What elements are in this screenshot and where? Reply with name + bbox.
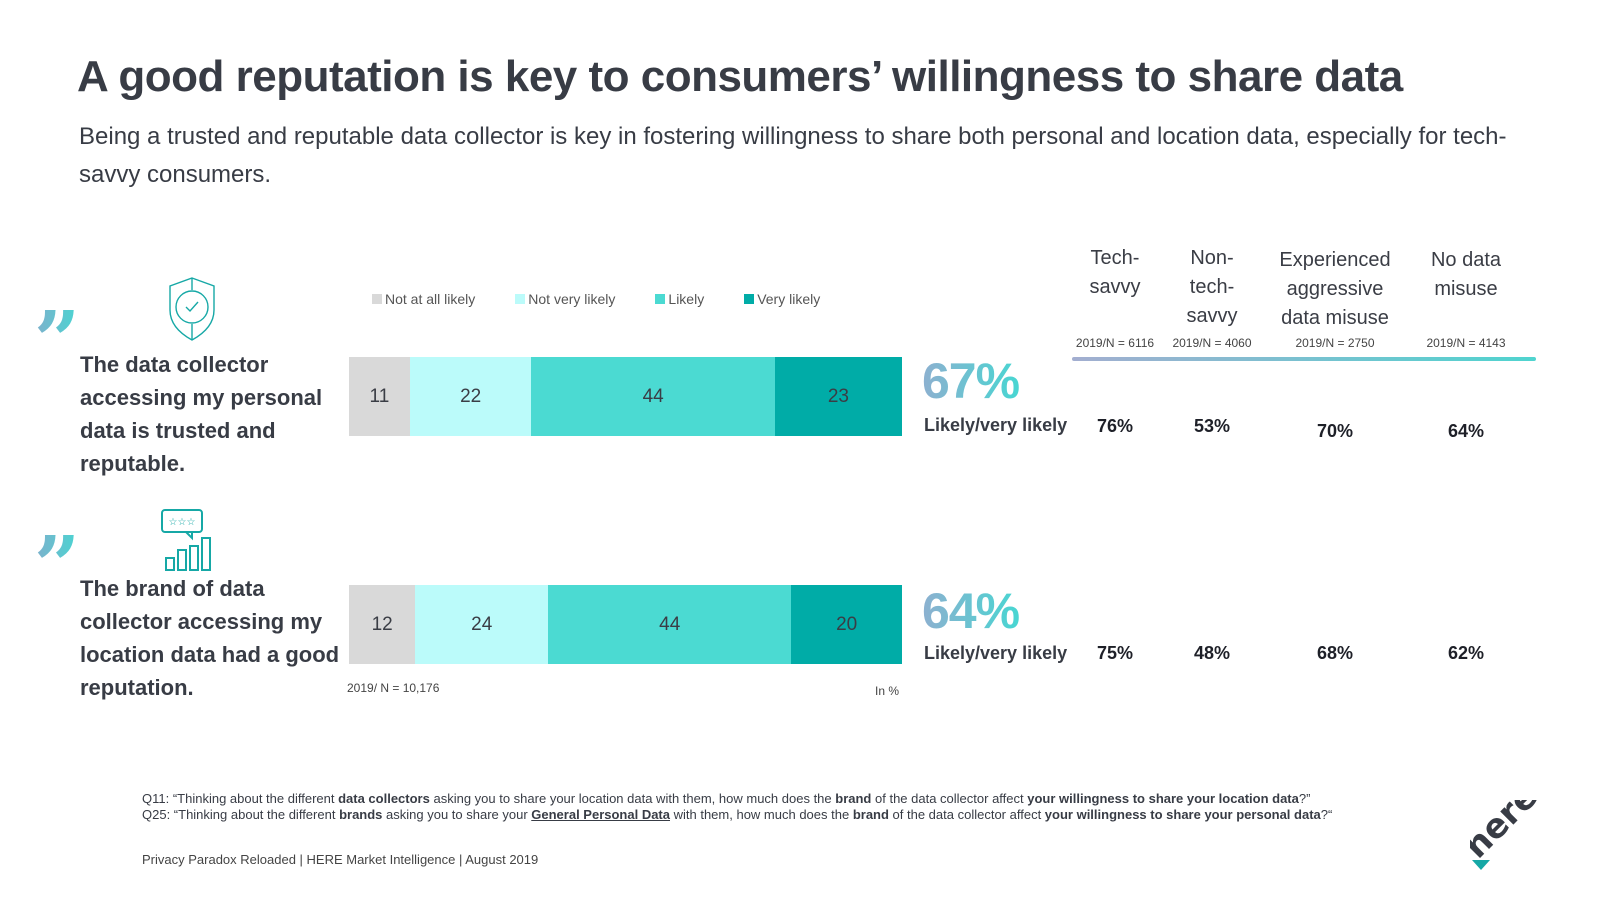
bar-value-label: 12 [371,613,393,635]
bar-value-label: 22 [460,385,482,407]
likely-label-2: Likely/very likely [924,643,1068,663]
quote-icon: ” [34,293,81,387]
segment-sample: 2019/N = 6116 [1075,336,1155,350]
segment-header: Tech-savvy [1070,244,1160,302]
fn-text: ?” [1298,791,1311,806]
bar-value-label: 23 [827,385,849,407]
segment-sample: 2019/N = 2750 [1295,336,1375,350]
segment-header: Non-tech-savvy [1167,244,1257,331]
segment-header: Experienced aggressive data misuse [1265,246,1405,333]
bar-segment-not-very-likely: 24 [415,585,549,664]
fn-underline: General Personal Data [531,807,670,822]
page-subtitle: Being a trusted and reputable data colle… [79,123,1507,188]
fn-text: asking you to share your [382,807,532,822]
legend-label: Likely [668,291,705,307]
statement-1: The data collector accessing my personal… [80,352,323,476]
bar-segment-not-very-likely: 22 [409,357,532,436]
fn-bold: brand [835,791,872,806]
rating-chart-icon: ☆☆☆ [160,508,216,572]
fn-text: ?“ [1320,807,1333,822]
fn-text: with them, how much does the [670,807,853,822]
segment-value: 76% [1096,416,1134,436]
segment-header-line: tech- [1189,276,1235,298]
segment-header-line: aggressive [1286,278,1384,300]
total-likely-1: 67% [922,353,1020,409]
segment-value: 53% [1193,416,1231,436]
fn-text: asking you to share your location data w… [429,791,836,806]
segment-value: 68% [1316,643,1354,663]
likely-label-1: Likely/very likely [924,415,1068,435]
legend-swatch [744,294,755,304]
segment-sample: 2019/N = 4060 [1172,336,1252,350]
segment-header-line: Experienced [1279,249,1391,271]
bar-value-label: 24 [471,613,493,635]
segment-header-line: misuse [1434,278,1498,300]
bar-segment-very-likely: 20 [791,585,902,664]
footnote-q11: Q11: “Thinking about the different data … [142,791,1310,806]
bar-value-label: 11 [369,385,390,407]
footnote-q25: Q25: “Thinking about the different brand… [142,807,1332,822]
segment-value: 75% [1096,643,1134,663]
bar-row-1: 11 22 44 23 [349,357,902,436]
fn-text: Q11: “Thinking about the different [142,791,339,806]
shield-check-icon [164,276,220,342]
legend-swatch [372,294,382,304]
fn-text: of the data collector affect [871,791,1028,806]
segment-header-line: savvy [1186,305,1238,327]
legend-swatch [515,294,526,304]
bar-segment-not-at-all-likely: 11 [349,357,410,436]
bar-segment-not-at-all-likely: 12 [349,585,416,664]
segment-value: 70% [1316,421,1354,441]
sample-note: 2019/ N = 10,176 [347,681,440,695]
legend-item: Not at all likely [372,291,475,307]
legend-item: Not very likely [515,291,615,307]
legend-swatch [655,294,666,304]
bar-segment-likely: 44 [548,585,792,664]
legend-label: Very likely [757,291,821,307]
segment-header-line: Non- [1190,247,1234,269]
segment-header-line: savvy [1089,276,1141,298]
bar-value-label: 44 [642,385,664,407]
fn-bold: your willingness to share your personal … [1044,807,1321,822]
segment-header-line: Tech- [1090,247,1140,269]
segment-divider [1072,357,1536,361]
segment-header-line: No data [1430,249,1502,271]
legend-item: Very likely [744,291,820,307]
bar-value-label: 20 [836,613,858,635]
bar-segment-very-likely: 23 [774,357,902,436]
quote-icon: ” [34,518,81,612]
legend-label: Not at all likely [385,291,476,307]
total-likely-2: 64% [922,583,1020,639]
statement-2: The brand of data collector accessing my… [80,576,340,700]
svg-text:☆☆☆: ☆☆☆ [169,517,196,528]
segment-value: 64% [1447,421,1485,441]
page-title: A good reputation is key to consumers’ w… [77,52,1403,101]
legend-item: Likely [655,291,704,307]
bar-value-label: 44 [659,613,681,635]
fn-bold: brand [852,807,889,822]
chart-legend: Not at all likely Not very likely Likely Ve… [372,291,820,307]
legend-label: Not very likely [528,291,616,307]
here-logo-icon: here [1456,776,1550,880]
bar-segment-likely: 44 [531,357,775,436]
segment-value: 48% [1193,643,1231,663]
unit-note: In % [875,684,900,698]
segment-sample: 2019/N = 4143 [1426,336,1506,350]
fn-bold: data collectors [338,791,430,806]
segment-value: 62% [1447,643,1485,663]
logo-text: here [1470,800,1546,866]
fn-text: of the data collector affect [888,807,1045,822]
fn-bold: brands [339,807,383,822]
segment-header: No data misuse [1406,246,1526,304]
bar-row-2: 12 24 44 20 [349,585,902,664]
fn-bold: your willingness to share your location … [1027,791,1299,806]
segment-header-line: data misuse [1281,307,1389,329]
source-line: Privacy Paradox Reloaded | HERE Market I… [142,852,539,867]
fn-text: Q25: “Thinking about the different [142,807,340,822]
